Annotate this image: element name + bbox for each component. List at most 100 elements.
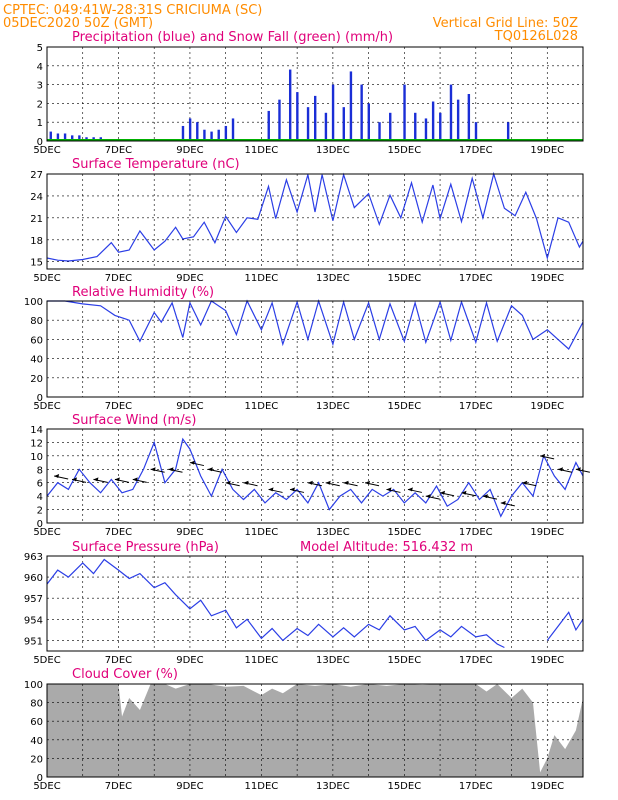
precip-bar [474, 122, 478, 141]
pressure-frame [46, 555, 584, 652]
precip-bar [439, 112, 442, 141]
wind-arrowhead [189, 460, 195, 465]
precip-bar [63, 133, 67, 141]
wind-arrowhead [54, 474, 60, 478]
x-tick-label: 17DEC [459, 273, 493, 284]
precip-bar [506, 122, 510, 141]
x-tick-label: 15DEC [387, 273, 421, 284]
wind-arrowhead [307, 480, 313, 485]
x-tick-label: 5DEC [33, 145, 60, 156]
x-tick-label: 15DEC [387, 655, 421, 666]
x-tick-label: 11DEC [245, 273, 279, 284]
y-tick-label: 2 [37, 506, 43, 517]
precip-bar [203, 129, 206, 141]
y-tick-label: 957 [24, 594, 43, 605]
precip-bar [296, 92, 299, 141]
y-tick-label: 20 [30, 374, 43, 385]
x-tick-label: 19DEC [530, 655, 564, 666]
x-tick-label: 11DEC [245, 527, 279, 538]
y-tick-label: 20 [30, 754, 43, 765]
wind-arrowhead [440, 490, 446, 495]
x-tick-label: 15DEC [387, 145, 421, 156]
x-tick-label: 7DEC [105, 401, 132, 412]
x-tick-label: 7DEC [105, 527, 132, 538]
x-tick-label: 11DEC [245, 781, 279, 792]
y-tick-label: 951 [24, 636, 43, 647]
x-tick-label: 13DEC [316, 655, 350, 666]
wind-arrowhead [132, 477, 138, 482]
precip-bar [217, 129, 220, 141]
x-tick-label: 17DEC [459, 527, 493, 538]
wind-arrowhead [540, 453, 546, 458]
x-tick-label: 9DEC [176, 655, 203, 666]
precip-bar [367, 103, 370, 141]
precip-bar [414, 112, 417, 141]
header-grid-line: Vertical Grid Line: 50Z [433, 16, 578, 31]
y-tick-label: 27 [30, 170, 43, 181]
precip-bar [424, 118, 428, 141]
y-tick-label: 963 [24, 552, 43, 563]
precip-bar [467, 94, 471, 141]
precip-bar [389, 112, 392, 141]
y-tick-label: 4 [37, 62, 43, 73]
wind-arrowhead [207, 467, 213, 472]
wind-arrowhead [482, 494, 488, 499]
x-tick-label: 13DEC [316, 401, 350, 412]
y-tick-label: 15 [30, 258, 43, 269]
wind-arrowhead [365, 480, 371, 485]
x-tick-label: 13DEC [316, 273, 350, 284]
x-tick-label: 15DEC [387, 401, 421, 412]
wind-arrowhead [225, 480, 231, 485]
y-tick-label: 960 [24, 573, 43, 584]
wind-arrowhead [461, 490, 467, 495]
y-tick-label: 1 [37, 118, 43, 129]
wind-frame [46, 428, 584, 524]
x-tick-label: 13DEC [316, 145, 350, 156]
precip-bar [49, 131, 52, 141]
wind-arrowhead [93, 477, 99, 482]
model-altitude-label: Model Altitude: 516.432 m [300, 540, 473, 555]
y-tick-label: 40 [30, 736, 43, 747]
precip-bar [231, 118, 235, 141]
wind-arrowhead [150, 467, 156, 472]
precip-bar [56, 133, 60, 141]
y-tick-label: 60 [30, 717, 43, 728]
y-tick-label: 2 [37, 99, 43, 110]
y-tick-label: 80 [30, 699, 43, 710]
x-tick-label: 5DEC [33, 655, 60, 666]
wind-arrowhead [325, 480, 331, 485]
temperature-title: Surface Temperature (nC) [72, 157, 240, 172]
precip-bar [188, 118, 192, 141]
y-tick-label: 3 [37, 81, 43, 92]
y-tick-label: 0 [37, 137, 43, 148]
precip-bar [378, 122, 381, 141]
x-tick-label: 7DEC [105, 145, 132, 156]
x-tick-label: 17DEC [459, 145, 493, 156]
y-tick-label: 0 [37, 519, 43, 530]
x-tick-label: 5DEC [33, 527, 60, 538]
pressure-line [46, 558, 584, 649]
wind-arrowhead [425, 494, 431, 499]
y-tick-label: 8 [37, 465, 43, 476]
wind-arrowhead [557, 467, 563, 472]
wind-arrowhead [243, 480, 249, 485]
x-tick-label: 5DEC [33, 401, 60, 412]
x-tick-label: 19DEC [530, 527, 564, 538]
x-tick-label: 11DEC [245, 145, 279, 156]
precip-bar [210, 131, 213, 141]
y-tick-label: 18 [30, 236, 43, 247]
header-date: 05DEC2020 50Z (GMT) [3, 16, 153, 31]
precip-bar [349, 71, 353, 141]
x-tick-label: 13DEC [316, 781, 350, 792]
x-tick-label: 11DEC [245, 401, 279, 412]
wind-panel: 0 2 4 6 8 10 12 14 5DEC 7DEC 9DEC 11DEC 13DEC 15DEC 17… [30, 425, 590, 538]
precip-frame [46, 46, 584, 142]
wind-arrowhead [522, 480, 528, 485]
y-tick-label: 100 [24, 680, 43, 691]
y-tick-label: 12 [30, 438, 43, 449]
precip-bar [306, 107, 310, 141]
wind-arrowhead [114, 477, 120, 482]
x-tick-label: 5DEC [33, 781, 60, 792]
precip-bar [224, 125, 228, 141]
x-tick-label: 9DEC [176, 401, 203, 412]
